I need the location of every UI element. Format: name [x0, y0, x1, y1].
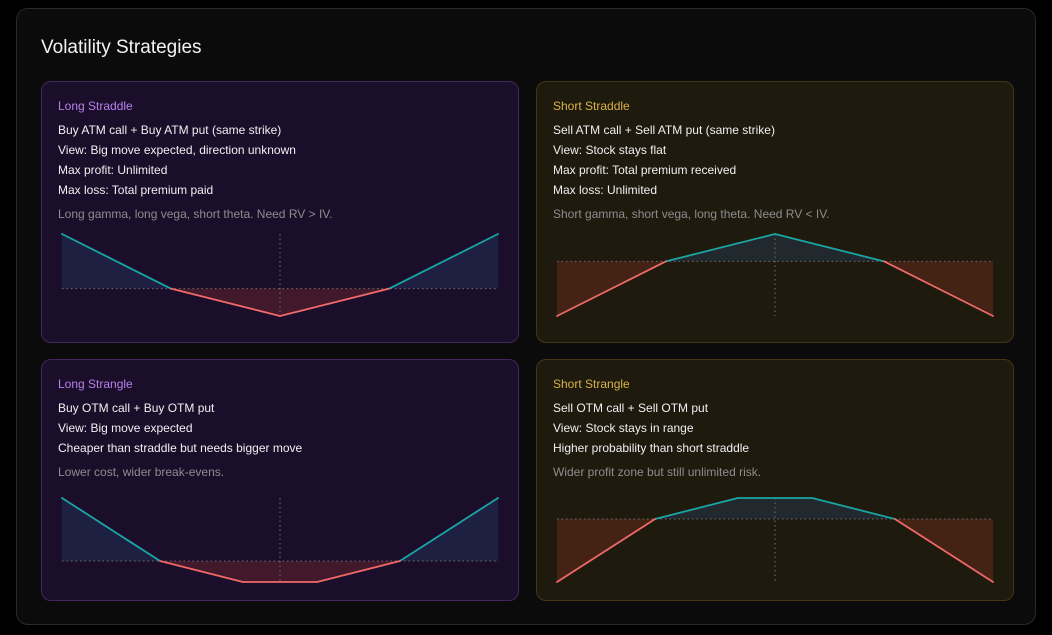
card-line: Higher probability than short straddle [553, 441, 750, 455]
profit-area [655, 498, 738, 519]
payoff-loss-segment [893, 518, 994, 583]
payoff-chart-long-strangle [61, 497, 499, 583]
payoff-loss-segment [159, 560, 244, 583]
loss-area [557, 261, 666, 316]
payoff-chart-short-strangle [556, 497, 994, 583]
card-line: Max loss: Unlimited [553, 183, 658, 197]
card-long-straddle: Long Straddle Buy ATM call + Buy ATM put… [41, 81, 519, 343]
payoff-loss-segment [556, 260, 667, 317]
card-note: Lower cost, wider break-evens. [58, 465, 225, 479]
profit-area [62, 234, 171, 289]
payoff-chart-short-straddle [556, 233, 994, 317]
payoff-loss-segment [170, 287, 281, 317]
card-line: View: Big move expected, direction unkno… [58, 143, 296, 157]
card-short-straddle: Short Straddle Sell ATM call + Sell ATM … [536, 81, 1014, 343]
payoff-loss-segment [883, 260, 994, 317]
payoff-profit-segment [811, 497, 896, 520]
payoff-loss-segment [556, 518, 656, 583]
payoff-profit-segment [398, 497, 499, 562]
panel-title: Volatility Strategies [41, 37, 202, 58]
card-line: Sell ATM call + Sell ATM put (same strik… [553, 123, 775, 137]
payoff-chart-long-straddle [61, 233, 499, 317]
payoff-profit-segment [774, 233, 885, 263]
card-title: Short Strangle [553, 377, 630, 391]
payoff-profit-segment [388, 233, 499, 290]
profit-area [389, 234, 498, 289]
card-title: Long Strangle [58, 377, 133, 391]
card-short-strangle: Short Strangle Sell OTM call + Sell OTM … [536, 359, 1014, 601]
card-line: View: Stock stays flat [553, 143, 667, 157]
card-line: Max profit: Total premium received [553, 163, 737, 177]
card-note: Short gamma, short vega, long theta. Nee… [553, 207, 830, 221]
card-line: Sell OTM call + Sell OTM put [553, 401, 709, 415]
card-line: Max loss: Total premium paid [58, 183, 214, 197]
card-line: View: Stock stays in range [553, 421, 694, 435]
payoff-profit-segment [61, 233, 172, 290]
payoff-loss-segment [279, 287, 390, 317]
card-line: Cheaper than straddle but needs bigger m… [58, 441, 303, 455]
card-line: Max profit: Unlimited [58, 163, 168, 177]
card-long-strangle: Long Strangle Buy OTM call + Buy OTM put… [41, 359, 519, 601]
card-title: Long Straddle [58, 99, 133, 113]
payoff-profit-segment [665, 233, 776, 263]
card-line: Buy ATM call + Buy ATM put (same strike) [58, 123, 282, 137]
payoff-loss-segment [316, 560, 401, 583]
card-note: Wider profit zone but still unlimited ri… [553, 465, 762, 479]
card-note: Long gamma, long vega, short theta. Need… [58, 207, 333, 221]
card-line: View: Big move expected [58, 421, 193, 435]
payoff-profit-segment [61, 497, 161, 562]
card-title: Short Straddle [553, 99, 630, 113]
profit-area [812, 498, 895, 519]
payoff-profit-segment [654, 497, 739, 520]
strategies-panel: Volatility Strategies Long Straddle Buy … [16, 8, 1036, 625]
card-line: Buy OTM call + Buy OTM put [58, 401, 215, 415]
